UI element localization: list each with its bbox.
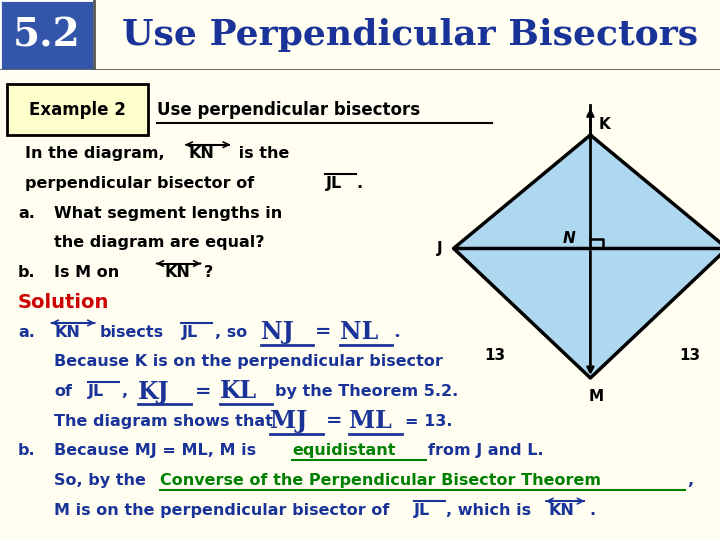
Text: perpendicular bisector of: perpendicular bisector of: [25, 176, 254, 191]
Text: JL: JL: [181, 325, 198, 340]
Text: So, by the: So, by the: [54, 473, 146, 488]
Text: Converse of the Perpendicular Bisector Theorem: Converse of the Perpendicular Bisector T…: [160, 473, 601, 488]
Text: J: J: [437, 241, 443, 256]
Text: JL: JL: [325, 176, 342, 191]
Text: =: =: [315, 323, 332, 341]
Text: K: K: [599, 117, 611, 132]
Text: .: .: [589, 503, 595, 518]
Text: 13: 13: [679, 348, 701, 363]
Text: =: =: [325, 412, 342, 430]
FancyBboxPatch shape: [7, 84, 148, 135]
Text: Because MJ = ML, M is: Because MJ = ML, M is: [54, 443, 256, 458]
Text: 13: 13: [485, 348, 506, 363]
Text: M: M: [588, 389, 604, 404]
Text: the diagram are equal?: the diagram are equal?: [54, 235, 264, 251]
Text: by the Theorem 5.2.: by the Theorem 5.2.: [275, 384, 459, 399]
Text: KL: KL: [220, 380, 257, 403]
Text: Use perpendicular bisectors: Use perpendicular bisectors: [157, 100, 420, 119]
Text: In the diagram,: In the diagram,: [25, 146, 165, 161]
Text: , so: , so: [215, 325, 247, 340]
Polygon shape: [454, 135, 720, 378]
Text: Because K is on the perpendicular bisector: Because K is on the perpendicular bisect…: [54, 354, 443, 369]
Text: ML: ML: [349, 409, 392, 433]
Text: a.: a.: [18, 206, 35, 221]
Text: .: .: [394, 323, 401, 341]
Text: KJ: KJ: [138, 380, 170, 403]
Text: N: N: [562, 231, 575, 246]
Text: KN: KN: [189, 146, 215, 161]
Text: The diagram shows that: The diagram shows that: [54, 414, 273, 429]
Text: = 13.: = 13.: [405, 414, 452, 429]
Text: NL: NL: [340, 320, 378, 344]
Text: of: of: [54, 384, 72, 399]
Text: Is M on: Is M on: [54, 265, 120, 280]
Text: b.: b.: [18, 443, 35, 458]
Text: .: .: [356, 176, 363, 191]
Text: Example 2: Example 2: [30, 100, 126, 119]
Text: M is on the perpendicular bisector of: M is on the perpendicular bisector of: [54, 503, 390, 518]
Text: KN: KN: [54, 325, 80, 340]
Text: Use Perpendicular Bisectors: Use Perpendicular Bisectors: [122, 18, 698, 52]
Text: equidistant: equidistant: [292, 443, 396, 458]
Text: b.: b.: [18, 265, 35, 280]
Text: NJ: NJ: [261, 320, 293, 344]
Text: ?: ?: [204, 265, 213, 280]
Text: Solution: Solution: [18, 293, 109, 312]
Text: bisects: bisects: [99, 325, 163, 340]
Text: a.: a.: [18, 325, 35, 340]
Text: is the: is the: [233, 146, 289, 161]
Text: ,: ,: [121, 384, 127, 399]
Text: MJ: MJ: [270, 409, 307, 433]
Text: JL: JL: [414, 503, 431, 518]
Text: JL: JL: [88, 384, 104, 399]
Text: =: =: [194, 382, 211, 401]
Text: KN: KN: [549, 503, 575, 518]
Text: 5.2: 5.2: [13, 16, 81, 54]
Text: What segment lengths in: What segment lengths in: [54, 206, 282, 221]
Text: ,: ,: [687, 473, 693, 488]
Text: KN: KN: [164, 265, 190, 280]
FancyBboxPatch shape: [0, 0, 94, 70]
Text: from J and L.: from J and L.: [428, 443, 544, 458]
Text: , which is: , which is: [446, 503, 531, 518]
